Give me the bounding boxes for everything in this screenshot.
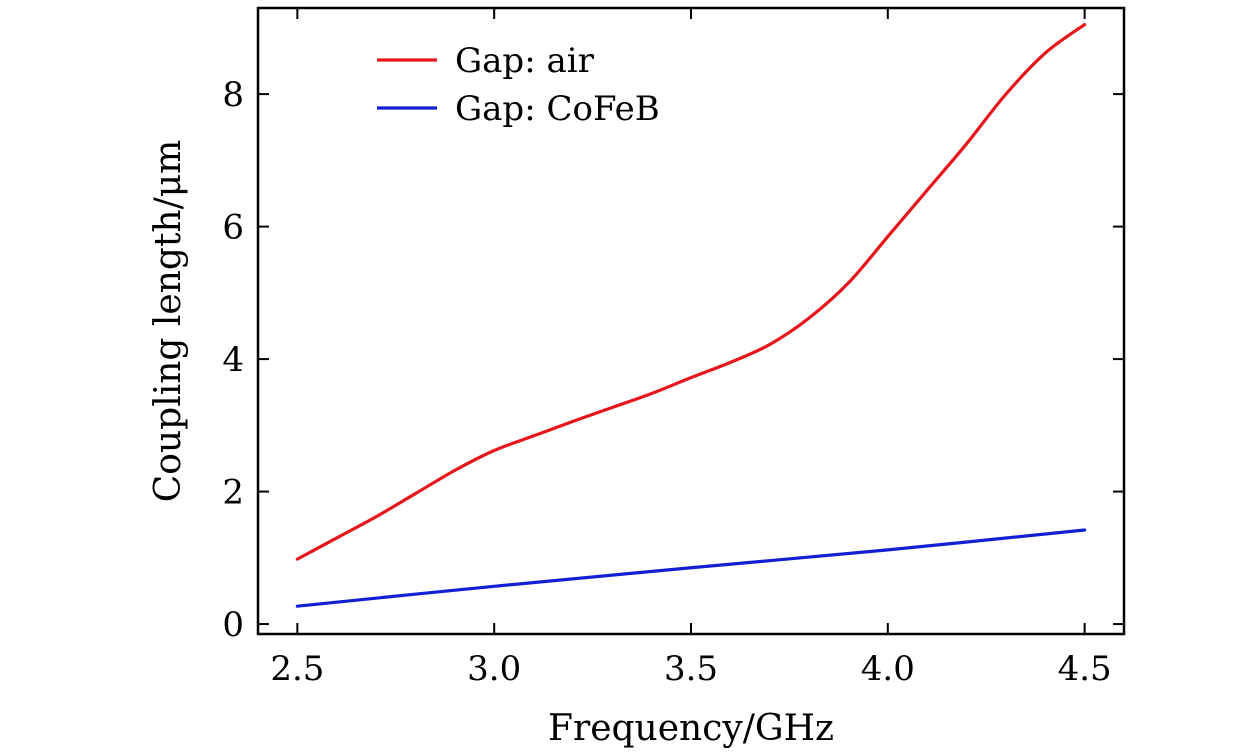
x-tick-label: 3.5 <box>664 649 718 689</box>
x-tick-label: 4.0 <box>861 649 915 689</box>
y-tick-label: 2 <box>222 473 244 513</box>
x-tick-label: 3.0 <box>467 649 521 689</box>
x-axis-label: Frequency/GHz <box>548 708 834 749</box>
x-axis-ticks: 2.5 3.0 3.5 4.0 4.5 <box>270 8 1112 689</box>
legend-label: Gap: air <box>455 41 595 81</box>
series-line-1 <box>295 528 1087 608</box>
series-lines <box>295 22 1087 608</box>
y-tick-label: 0 <box>222 605 244 645</box>
legend-label: Gap: CoFeB <box>455 89 660 129</box>
legend: Gap: air Gap: CoFeB <box>377 41 660 129</box>
x-tick-label: 2.5 <box>270 649 324 689</box>
y-tick-label: 4 <box>222 340 244 380</box>
series-line-0 <box>295 22 1087 561</box>
x-tick-label: 4.5 <box>1058 649 1112 689</box>
y-axis-label: Coupling length/μm <box>148 140 189 503</box>
y-axis-ticks: 0 2 4 6 8 <box>222 75 1124 645</box>
y-tick-label: 6 <box>222 208 244 248</box>
y-tick-label: 8 <box>222 75 244 115</box>
